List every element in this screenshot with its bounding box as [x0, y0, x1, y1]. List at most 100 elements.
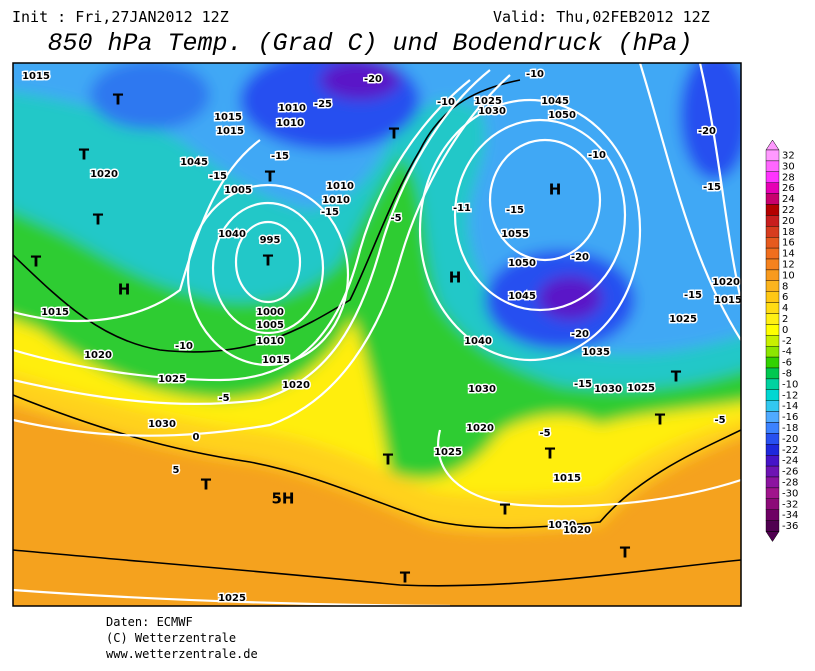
- contour-label: 1015: [216, 126, 244, 137]
- contour-label: -15: [321, 207, 339, 218]
- footer-line: (C) Wetterzentrale: [106, 631, 236, 645]
- contour-label: -15: [271, 151, 289, 162]
- colorbar-swatch: [765, 269, 780, 281]
- contour-label: 1010: [322, 195, 350, 206]
- colorbar-swatch: [765, 422, 780, 434]
- footer-line: Daten: ECMWF: [106, 615, 193, 629]
- colorbar-label: 24: [782, 194, 795, 205]
- contour-label: 1030: [594, 384, 622, 395]
- pressure-center: T: [31, 253, 42, 271]
- contour-label: 1025: [669, 314, 697, 325]
- colorbar-label: -10: [782, 379, 798, 390]
- contour-label: -20: [571, 252, 589, 263]
- colorbar-swatch: [765, 433, 780, 445]
- contour-label: -25: [314, 99, 332, 110]
- contour-label: 1010: [278, 103, 306, 114]
- contour-label: -10: [588, 150, 606, 161]
- colorbar-label: -22: [782, 445, 798, 456]
- pressure-center: T: [79, 146, 90, 164]
- colorbar-label: -28: [782, 477, 798, 488]
- contour-label: 1030: [468, 384, 496, 395]
- colorbar: 32302826242220181614121086420-2-4-6-8-10…: [765, 139, 798, 542]
- colorbar-label: 26: [782, 183, 795, 194]
- contour-label: 1050: [548, 110, 576, 121]
- pressure-center: H: [449, 269, 462, 287]
- contour-label: 1015: [262, 355, 290, 366]
- contour-label: 1045: [508, 291, 536, 302]
- colorbar-swatch: [765, 302, 780, 314]
- pressure-center: T: [500, 501, 511, 519]
- contour-label: 1005: [256, 320, 284, 331]
- contour-label: 1030: [148, 419, 176, 430]
- contour-label: -20: [364, 74, 382, 85]
- pressure-center: T: [93, 211, 104, 229]
- colorbar-label: -34: [782, 510, 798, 521]
- colorbar-label: 6: [782, 292, 788, 303]
- contour-label: 1025: [434, 447, 462, 458]
- pressure-center: T: [383, 451, 394, 469]
- colorbar-swatch: [765, 258, 780, 271]
- pressure-center: T: [400, 569, 411, 587]
- colorbar-label: -32: [782, 499, 798, 510]
- colorbar-swatch: [765, 476, 780, 489]
- contour-label: 1020: [84, 350, 112, 361]
- colorbar-label: 30: [782, 161, 795, 172]
- colorbar-swatch: [765, 313, 780, 325]
- contour-label: 1005: [224, 185, 252, 196]
- contour-label: 1010: [276, 118, 304, 129]
- pressure-center: T: [263, 252, 274, 270]
- pressure-center: T: [655, 411, 666, 429]
- contour-label: 1020: [563, 525, 591, 536]
- colorbar-swatch: [765, 378, 780, 390]
- colorbar-label: 10: [782, 270, 795, 281]
- colorbar-label: -24: [782, 456, 798, 467]
- contour-label: -15: [684, 290, 702, 301]
- contour-label: 1035: [582, 347, 610, 358]
- colorbar-swatch: [765, 149, 780, 162]
- colorbar-swatch: [765, 509, 780, 521]
- colorbar-swatch: [765, 247, 780, 260]
- colorbar-label: 14: [782, 249, 795, 260]
- map-title: 850 hPa Temp. (Grad C) und Bodendruck (h…: [47, 29, 692, 58]
- contour-label: -5: [390, 213, 401, 224]
- colorbar-swatch: [765, 520, 780, 532]
- contour-label: 1040: [218, 229, 246, 240]
- colorbar-swatch: [765, 160, 780, 172]
- contour-label: -20: [698, 126, 716, 137]
- colorbar-swatch: [765, 487, 780, 499]
- contour-label: -5: [218, 393, 229, 404]
- colorbar-label: -26: [782, 467, 798, 478]
- footer-line: www.wetterzentrale.de: [106, 647, 258, 661]
- contour-label: -15: [506, 205, 524, 216]
- contour-label: -10: [526, 69, 544, 80]
- contour-label: 1025: [627, 383, 655, 394]
- pressure-center: T: [113, 91, 124, 109]
- colorbar-label: -2: [782, 336, 792, 347]
- colorbar-swatch: [765, 389, 780, 401]
- colorbar-label: -6: [782, 358, 792, 369]
- colorbar-swatch: [765, 291, 780, 303]
- contour-label: 1020: [466, 423, 494, 434]
- colorbar-label: 4: [782, 303, 788, 314]
- colorbar-label: -20: [782, 434, 798, 445]
- pressure-center: H: [118, 281, 131, 299]
- contour-label: 1045: [541, 96, 569, 107]
- colorbar-swatch: [765, 193, 780, 205]
- contour-label: 1015: [41, 307, 69, 318]
- temperature-field: [13, 63, 741, 531]
- pressure-center: T: [201, 476, 212, 494]
- contour-label: -5: [539, 428, 550, 439]
- contour-label: 1025: [218, 593, 246, 604]
- colorbar-label: 20: [782, 216, 795, 227]
- contour-label: 1025: [474, 96, 502, 107]
- contour-label: 1020: [90, 169, 118, 180]
- colorbar-label: -4: [782, 347, 792, 358]
- contour-label: 1025: [158, 374, 186, 385]
- colorbar-label: 22: [782, 205, 795, 216]
- contour-label: -5: [714, 415, 725, 426]
- pressure-center: T: [389, 125, 400, 143]
- contour-label: 995: [260, 235, 281, 246]
- map-frame: [12, 62, 742, 607]
- colorbar-swatch: [765, 171, 780, 183]
- init-time: Init : Fri,27JAN2012 12Z: [12, 8, 229, 26]
